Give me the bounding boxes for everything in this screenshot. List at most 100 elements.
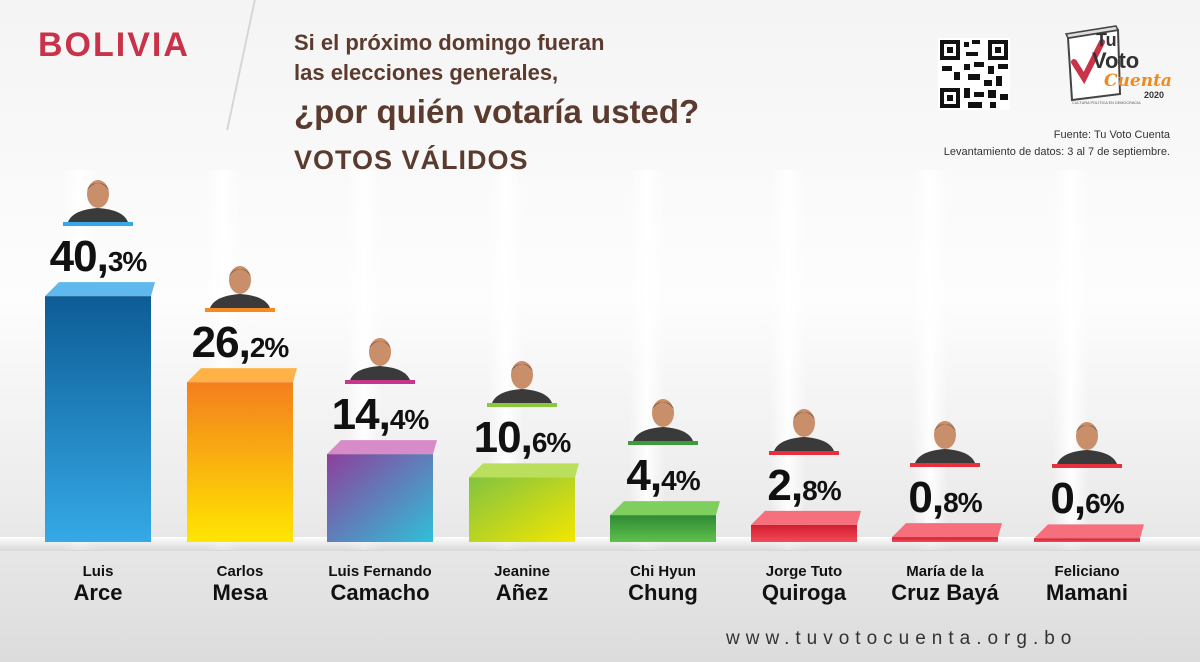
data-label-integer: 2,: [767, 460, 803, 510]
data-label: 40,3%: [49, 232, 148, 282]
background-stripe: [629, 170, 665, 550]
data-label: 10,6%: [473, 413, 572, 463]
data-label: 2,8%: [767, 460, 841, 511]
data-label-decimal: 8%: [802, 474, 841, 506]
data-label: 4,4%: [626, 451, 700, 501]
data-label-integer: 0,: [908, 473, 944, 523]
data-label-decimal: 3%: [107, 246, 147, 278]
bar-3: [327, 440, 437, 542]
candidate-first-name: Carlos: [216, 563, 264, 580]
bar-5: [610, 501, 720, 542]
bar-front-face: [610, 515, 716, 542]
background-stripe: [1053, 170, 1089, 550]
bar-top-face: [610, 501, 720, 516]
candidate-portrait: [769, 408, 839, 455]
candidate-name: Jeanine Añez: [452, 563, 592, 605]
bar-front-face: [892, 537, 998, 542]
candidate-last-name: Arce: [73, 580, 123, 605]
data-label-integer: 10,: [473, 413, 533, 463]
data-label-decimal: 2%: [249, 332, 289, 364]
source-note: Fuente: Tu Voto Cuenta Levantamiento de …: [944, 127, 1170, 161]
candidate-last-name: Añez: [495, 580, 549, 605]
bar-front-face: [327, 454, 433, 542]
data-label-integer: 26,: [191, 318, 251, 368]
data-label-decimal: 8%: [943, 487, 982, 519]
question-line-1: Si el próximo domingo fueran: [294, 30, 605, 55]
data-label: 0,6%: [1050, 474, 1124, 524]
candidate-portrait: [487, 361, 557, 408]
candidate-name: Jorge Tuto Quiroga: [734, 563, 874, 605]
candidate-first-name: María de la: [906, 563, 984, 580]
question-line-2: las elecciones generales,: [294, 60, 559, 85]
data-label-decimal: 4%: [389, 404, 429, 436]
bar-6: [751, 510, 861, 542]
bar-front-face: [469, 477, 575, 542]
candidate-first-name: Luis: [82, 563, 114, 580]
candidate-portrait: [63, 180, 133, 227]
candidate-name: Luis Fernando Camacho: [310, 563, 450, 605]
bar-top-face: [469, 463, 579, 478]
candidate-first-name: Jeanine: [494, 563, 550, 580]
bar-top-face: [892, 523, 1002, 538]
candidate-name: Luis Arce: [28, 563, 168, 605]
candidate-last-name: Camacho: [330, 580, 430, 605]
background-stripe: [912, 170, 948, 550]
data-label: 26,2%: [191, 318, 290, 368]
candidate-first-name: Luis Fernando: [328, 563, 432, 580]
logo-word-voto: Voto: [1092, 48, 1139, 73]
country-title: BOLIVIA: [38, 26, 190, 64]
bar-front-face: [187, 382, 293, 542]
question-line-3: ¿por quién votaría usted?: [294, 93, 700, 130]
candidate-portrait: [1052, 422, 1122, 469]
bar-2: [187, 368, 297, 542]
bar-4: [469, 463, 579, 542]
data-label: 14,4%: [331, 390, 430, 440]
candidate-first-name: Chi Hyun: [630, 563, 696, 580]
background-stripe: [770, 170, 806, 550]
candidate-last-name: Mesa: [212, 580, 268, 605]
tu-voto-cuenta-logo: Tu Voto Cuenta 2020 CULTURA POLÍTICA EN …: [1064, 25, 1172, 105]
candidate-last-name: Mamani: [1046, 580, 1128, 605]
candidate-first-name: Jorge Tuto: [765, 563, 843, 580]
candidate-name: María de la Cruz Bayá: [875, 563, 1015, 605]
qr-code-icon[interactable]: [938, 38, 1010, 110]
candidate-first-name: Feliciano: [1054, 563, 1120, 580]
bar-front-face: [45, 296, 151, 542]
logo-word-tu: Tu: [1096, 30, 1117, 50]
candidate-last-name: Chung: [628, 580, 698, 605]
candidate-last-name: Quiroga: [761, 580, 847, 605]
candidate-portrait: [345, 338, 415, 385]
website-url[interactable]: www.tuvotocuenta.org.bo: [726, 628, 1078, 649]
data-label-integer: 14,: [331, 390, 391, 440]
source-line: Fuente: Tu Voto Cuenta: [1053, 129, 1170, 141]
candidate-portrait: [910, 421, 980, 468]
logo-word-cuenta: Cuenta: [1104, 71, 1172, 91]
data-label-integer: 40,: [49, 232, 109, 282]
bar-1: [45, 282, 155, 542]
chart-subtitle: VOTOS VÁLIDOS: [294, 145, 529, 175]
bar-top-face: [751, 510, 861, 525]
data-label-integer: 0,: [1050, 474, 1086, 524]
candidate-last-name: Cruz Bayá: [891, 580, 999, 605]
bar-8: [1034, 524, 1144, 542]
bar-7: [892, 523, 1002, 542]
data-label-integer: 4,: [626, 451, 662, 501]
fieldwork-dates: Levantamiento de datos: 3 al 7 de septie…: [943, 146, 1170, 158]
candidate-name: Feliciano Mamani: [1017, 563, 1157, 605]
candidate-name: Chi Hyun Chung: [593, 563, 733, 605]
data-label-decimal: 6%: [531, 427, 571, 459]
logo-tagline: CULTURA POLÍTICA EN DEMOCRACIA: [1072, 101, 1141, 105]
bar-top-face: [45, 282, 155, 297]
data-label: 0,8%: [908, 473, 982, 523]
bar-front-face: [751, 524, 857, 542]
logo-year: 2020: [1144, 90, 1164, 100]
data-label-decimal: 6%: [1085, 488, 1124, 520]
candidate-portrait: [205, 266, 275, 313]
candidate-portrait: [628, 399, 698, 446]
bar-front-face: [1034, 538, 1140, 542]
bar-top-face: [1034, 524, 1144, 539]
bar-top-face: [327, 440, 437, 455]
candidate-name: Carlos Mesa: [170, 563, 310, 605]
data-label-decimal: 4%: [661, 465, 700, 497]
